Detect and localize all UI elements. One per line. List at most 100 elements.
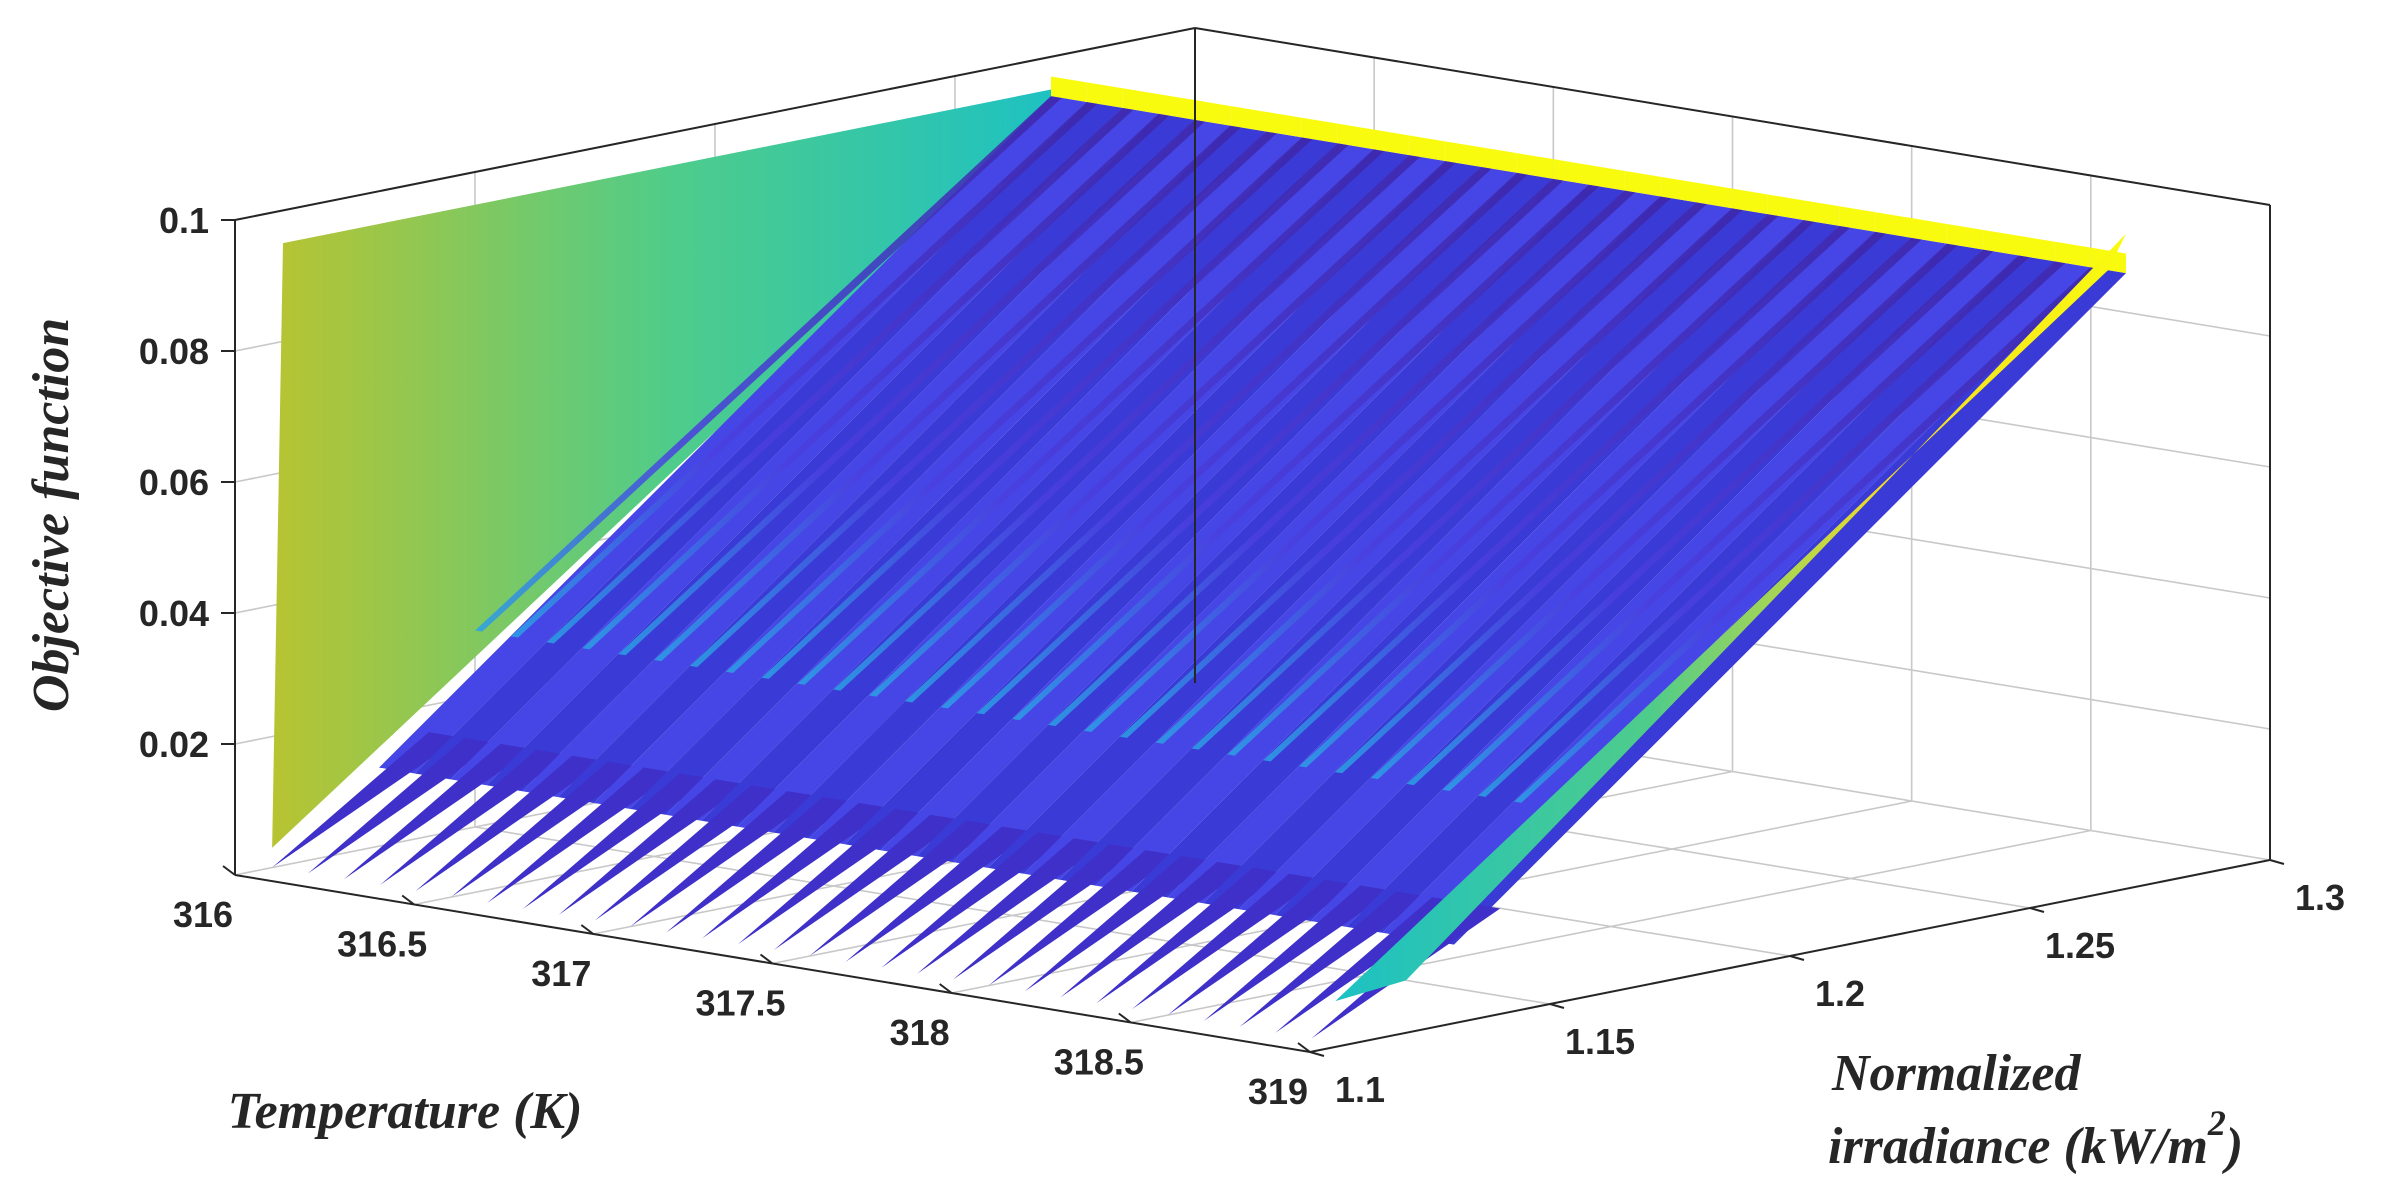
surface-trough-spike <box>1203 885 1393 1021</box>
surface-fold <box>1155 208 1743 744</box>
surface-fold <box>1370 243 1958 780</box>
surface-fold <box>1299 231 1886 768</box>
surface-fold <box>1191 214 1779 750</box>
surface-ridge-cap <box>1266 111 1302 138</box>
z-tick-label: 0.02 <box>139 724 209 765</box>
y-axis-title-superscript: 2 <box>2207 1103 2226 1143</box>
surface-fold <box>1227 220 1815 756</box>
surface-trough-spike <box>809 820 999 957</box>
surface-ridge-cap <box>1875 212 1911 238</box>
surface-ridge-cap <box>1982 229 2019 256</box>
surface-trough-spike <box>522 773 712 909</box>
surface-ridge-cap <box>1946 223 1983 250</box>
surface-ridge-cap <box>1122 88 1159 114</box>
surface-fold <box>1478 261 2066 797</box>
surface-ridge-cap <box>1803 200 1840 226</box>
surface-fold <box>1514 267 2101 803</box>
surface-trough-spike <box>307 737 497 874</box>
surface-ridge-cap <box>1409 135 1446 161</box>
surface-trough-spike <box>1132 873 1322 1010</box>
surface-fold <box>546 107 1134 644</box>
surface-trough-spike <box>952 844 1142 980</box>
surface-fold <box>761 143 1349 679</box>
y-tick-mark <box>1789 955 1805 961</box>
surface-trough-spike <box>1060 861 1250 998</box>
x-tick-mark <box>580 924 594 935</box>
x-tick-label: 318 <box>890 1012 950 1053</box>
surface-ridge-cap <box>1588 164 1625 191</box>
surface-fold <box>1263 225 1851 762</box>
y-tick-label: 1.2 <box>1815 973 1865 1014</box>
surface-trough-spike <box>737 808 927 945</box>
surface-trough-spike <box>1024 855 1214 992</box>
x-tick-label: 316.5 <box>337 924 427 965</box>
z-tick-label: 0.06 <box>139 462 209 503</box>
surface-ridge-cap <box>1696 182 1732 209</box>
surface-trough-spike <box>630 791 820 927</box>
surface-trough-spike <box>379 749 569 886</box>
box-edge <box>1194 27 2271 206</box>
surface-trough-spike <box>773 814 963 951</box>
surface-ridge-cap <box>1767 194 1804 220</box>
box-edge <box>234 27 1196 221</box>
surface-trough-spike <box>1239 891 1429 1027</box>
surface-ridge-cap <box>1660 176 1696 203</box>
surface-fold <box>869 161 1456 697</box>
x-axis-ticks: 316 316.5 317 317.5 318 318.5 319 <box>173 865 1311 1112</box>
x-tick-mark <box>759 953 774 965</box>
surface-ridge-cap <box>2018 235 2055 262</box>
x-tick-mark <box>1118 1012 1132 1024</box>
y-tick-label: 1.25 <box>2045 925 2115 966</box>
x-tick-label: 318.5 <box>1054 1042 1144 1083</box>
surface-fold <box>1406 249 1994 786</box>
y-tick-label: 1.3 <box>2295 877 2345 918</box>
z-tick-label: 0.04 <box>139 593 209 634</box>
surface-fold <box>654 125 1241 662</box>
y-tick-mark <box>1549 1003 1565 1009</box>
z-axis-title: Objective function <box>23 318 80 712</box>
surface-ridge-cap <box>1552 159 1589 185</box>
surface-ridge-cap <box>1481 147 1517 173</box>
surface-fold <box>475 96 1062 632</box>
surface-ridge-cap <box>1373 129 1410 156</box>
surface-trough-spike <box>415 755 605 892</box>
z-tick-label: 0.08 <box>139 331 209 372</box>
surface-fold <box>1084 196 1671 732</box>
x-tick-label: 317 <box>531 953 591 994</box>
y-tick-label: 1.15 <box>1565 1021 1635 1062</box>
surface-trough-spike <box>881 832 1071 968</box>
y-axis-title-line2: irradiance (kW/m2) <box>1828 1103 2243 1175</box>
surface-fold <box>690 131 1277 668</box>
surface-fold <box>725 137 1313 673</box>
surface-ridge-cap <box>1230 105 1266 132</box>
surface-ridge-cap <box>2054 241 2091 268</box>
y-axis-title-close: ) <box>2222 1118 2243 1175</box>
surface-ridge-cap <box>1731 188 1768 215</box>
surface-fold <box>510 102 1098 638</box>
surface-ridge-cap <box>1445 141 1481 167</box>
surface-ridge-cap <box>1337 123 1374 150</box>
y-tick-mark <box>2029 907 2045 913</box>
surface-trough-spike <box>1096 867 1286 1004</box>
x-tick-mark <box>401 894 415 906</box>
surface-trough-spike <box>594 785 784 921</box>
y-axis-title-line1: Normalized <box>1831 1045 2081 1102</box>
surface-fold <box>940 172 1528 709</box>
surface-trough-spike <box>272 732 462 868</box>
surface-fold <box>905 166 1492 703</box>
surface-trough-spike <box>1167 879 1357 1016</box>
surface-trough-spike <box>558 779 748 915</box>
y-tick-label: 1.1 <box>1335 1069 1385 1110</box>
surface-ridge-cap <box>1158 94 1195 120</box>
surface-ridge-cap <box>1051 76 1087 102</box>
surface-ridge-cap <box>1301 117 1338 144</box>
surface-fold <box>797 149 1385 685</box>
surface-trough-spike <box>343 743 533 880</box>
x-tick-mark <box>939 983 953 994</box>
surface-fold <box>582 113 1170 650</box>
x-tick-mark <box>1297 1042 1311 1053</box>
surface-trough-spike <box>666 796 856 933</box>
surface-trough-spike <box>917 838 1107 974</box>
y-tick-mark <box>1309 1051 1325 1057</box>
y-axis-title-text: irradiance (kW/m <box>1828 1118 2208 1175</box>
